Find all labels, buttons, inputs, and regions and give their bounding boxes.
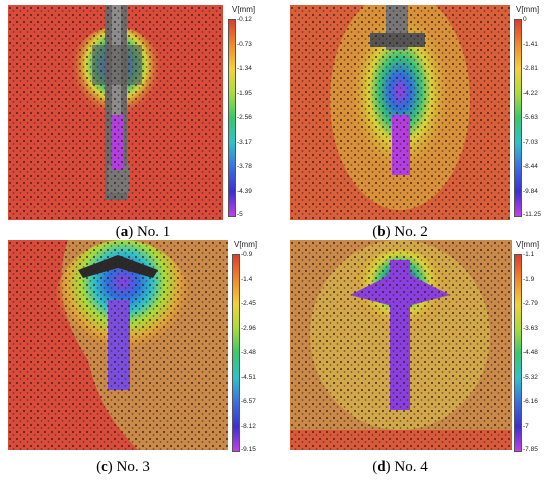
displacement-field-image-c [8,240,228,450]
scale-tick: -4.51 [241,374,256,381]
scale-tick: -9.84 [523,188,538,195]
scale-tick: -5.32 [523,374,538,381]
scale-tick: -4.39 [237,188,252,195]
caption-d: (d) No. 4 [372,459,428,475]
scale-unit-label: V[mm] [516,240,540,249]
scale-gradient-bar [514,254,522,452]
scale-tick: -7.85 [523,446,538,453]
panel-a: V[mm] -0.12 -0.73 -1.34 -1.95 -2.56 -3.1… [8,5,276,245]
scale-tick: -6.16 [523,398,538,405]
scale-tick: 0 [523,16,527,23]
displacement-field-image-d [290,240,512,450]
caption-text: No. 1 [136,224,171,240]
scale-tick: -7 [523,423,529,430]
scale-tick: -2.56 [237,114,252,121]
scale-tick: -5.63 [523,114,538,121]
caption-letter: a [120,224,129,240]
scale-tick: -2.79 [523,300,538,307]
scale-tick: -9.15 [241,446,256,453]
panel-c: V[mm] -0.9 -1.4 -2.45 -2.96 -3.48 -4.51 … [8,240,276,482]
scale-tick: -2.96 [241,325,256,332]
scale-unit-label: V[mm] [232,5,256,14]
scale-gradient-bar [232,254,240,452]
displacement-field-image-b [290,5,510,220]
scale-tick: -3.63 [523,325,538,332]
scale-tick: -0.9 [241,251,253,258]
scale-unit-label: V[mm] [516,5,540,14]
scale-tick: -11.25 [523,211,541,218]
scale-tick: -4.22 [523,90,538,97]
scale-tick: -0.12 [237,16,252,23]
scale-tick: -1.34 [237,65,252,72]
scale-tick: -3.48 [241,349,256,356]
scale-tick: -1.41 [523,41,538,48]
caption-text: No. 4 [394,459,428,475]
scale-tick: -1.95 [237,90,252,97]
scale-tick: -2.81 [523,65,538,72]
caption-a: (a) No. 1 [115,224,171,240]
caption-b: (b) No. 2 [372,224,428,240]
displacement-field-image-a [8,5,223,220]
caption-letter: c [101,459,108,475]
scale-tick: -5 [237,211,243,218]
scale-tick: -1.1 [523,251,535,258]
scale-tick: -6.57 [241,398,256,405]
panel-b: V[mm] 0 -1.41 -2.81 -4.22 -5.63 -7.03 -8… [290,5,550,245]
scale-tick: -3.78 [237,163,252,170]
scale-tick: -4.48 [523,349,538,356]
scale-tick: -8.12 [241,423,256,430]
scale-unit-label: V[mm] [234,240,258,249]
scale-tick: -2.45 [241,300,256,307]
scale-tick: -0.73 [237,41,252,48]
scale-tick: -3.17 [237,139,252,146]
scale-tick: -7.03 [523,139,538,146]
caption-letter: b [377,224,386,240]
caption-letter: d [377,459,386,475]
caption-c: (c) No. 3 [96,459,150,475]
scale-tick: -1.4 [241,276,253,283]
scale-gradient-bar [228,19,236,217]
scale-tick: -1.9 [523,276,535,283]
scale-tick: -8.44 [523,163,538,170]
caption-text: No. 3 [116,459,150,475]
panel-d: V[mm] -1.1 -1.9 -2.79 -3.63 -4.48 -5.32 … [290,240,550,482]
scale-gradient-bar [514,19,522,217]
caption-text: No. 2 [394,224,428,240]
